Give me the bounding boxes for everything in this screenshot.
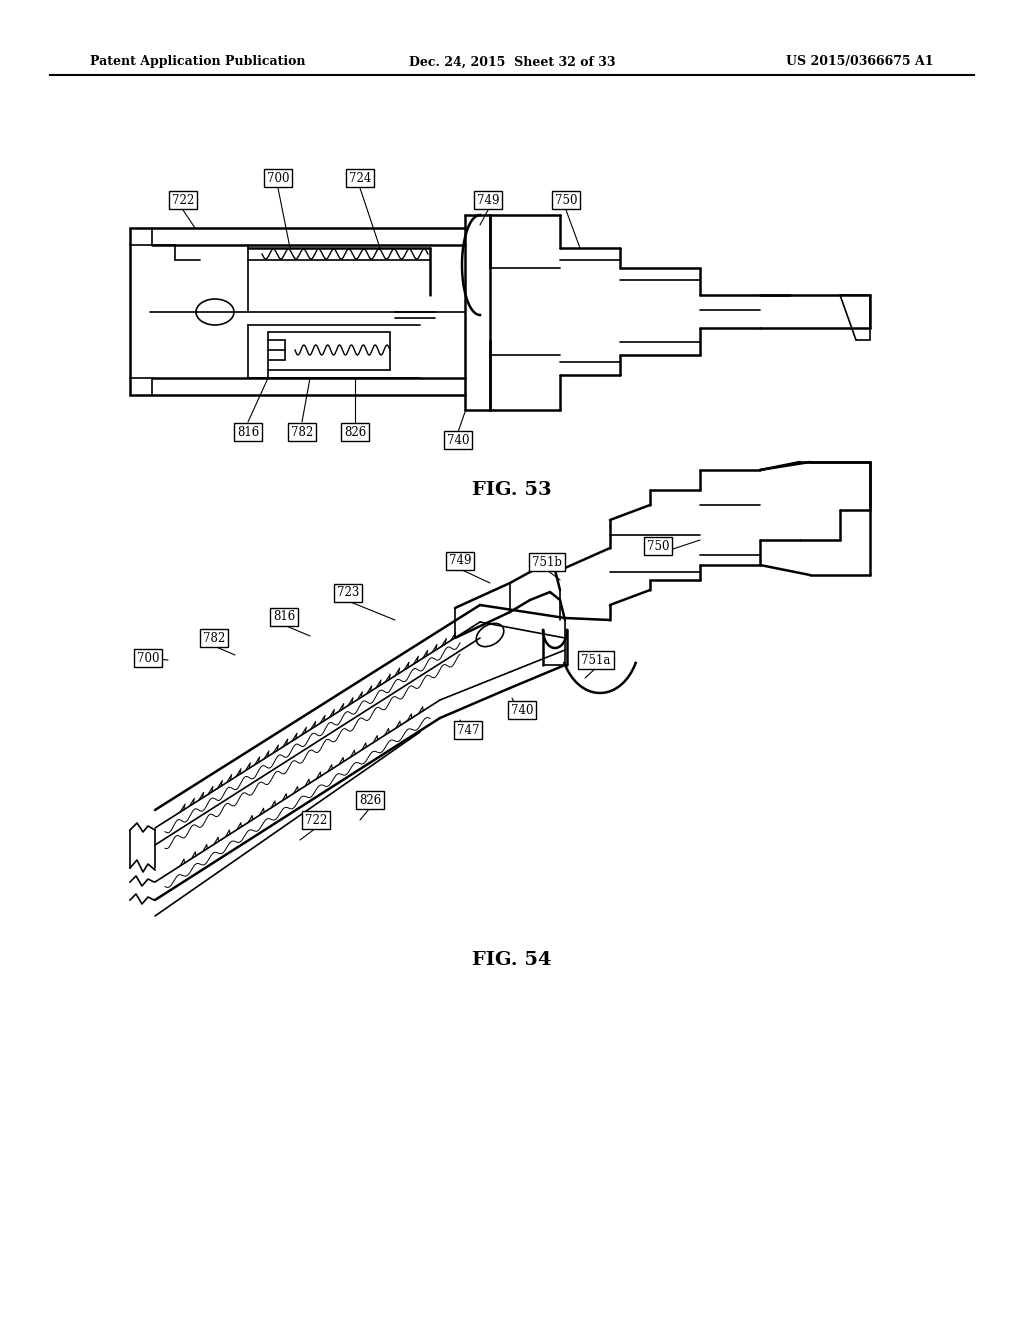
Text: 750: 750 (555, 194, 578, 206)
Text: 724: 724 (349, 172, 371, 185)
Text: 723: 723 (337, 586, 359, 599)
Text: FIG. 54: FIG. 54 (472, 950, 552, 969)
Text: 751b: 751b (532, 556, 562, 569)
Text: 782: 782 (291, 425, 313, 438)
Text: 816: 816 (237, 425, 259, 438)
Text: 700: 700 (266, 172, 289, 185)
Text: 782: 782 (203, 631, 225, 644)
Text: 740: 740 (511, 704, 534, 717)
Text: 722: 722 (305, 813, 327, 826)
Text: 747: 747 (457, 723, 479, 737)
Text: 826: 826 (344, 425, 367, 438)
Text: 750: 750 (647, 540, 670, 553)
Text: 740: 740 (446, 433, 469, 446)
Text: Dec. 24, 2015  Sheet 32 of 33: Dec. 24, 2015 Sheet 32 of 33 (409, 55, 615, 69)
Text: 816: 816 (272, 610, 295, 623)
Text: Patent Application Publication: Patent Application Publication (90, 55, 305, 69)
Text: 751a: 751a (582, 653, 610, 667)
Text: 749: 749 (449, 554, 471, 568)
Text: 749: 749 (477, 194, 500, 206)
Text: 826: 826 (358, 793, 381, 807)
Text: US 2015/0366675 A1: US 2015/0366675 A1 (786, 55, 934, 69)
Text: FIG. 53: FIG. 53 (472, 480, 552, 499)
Text: 700: 700 (137, 652, 160, 664)
Text: 722: 722 (172, 194, 195, 206)
